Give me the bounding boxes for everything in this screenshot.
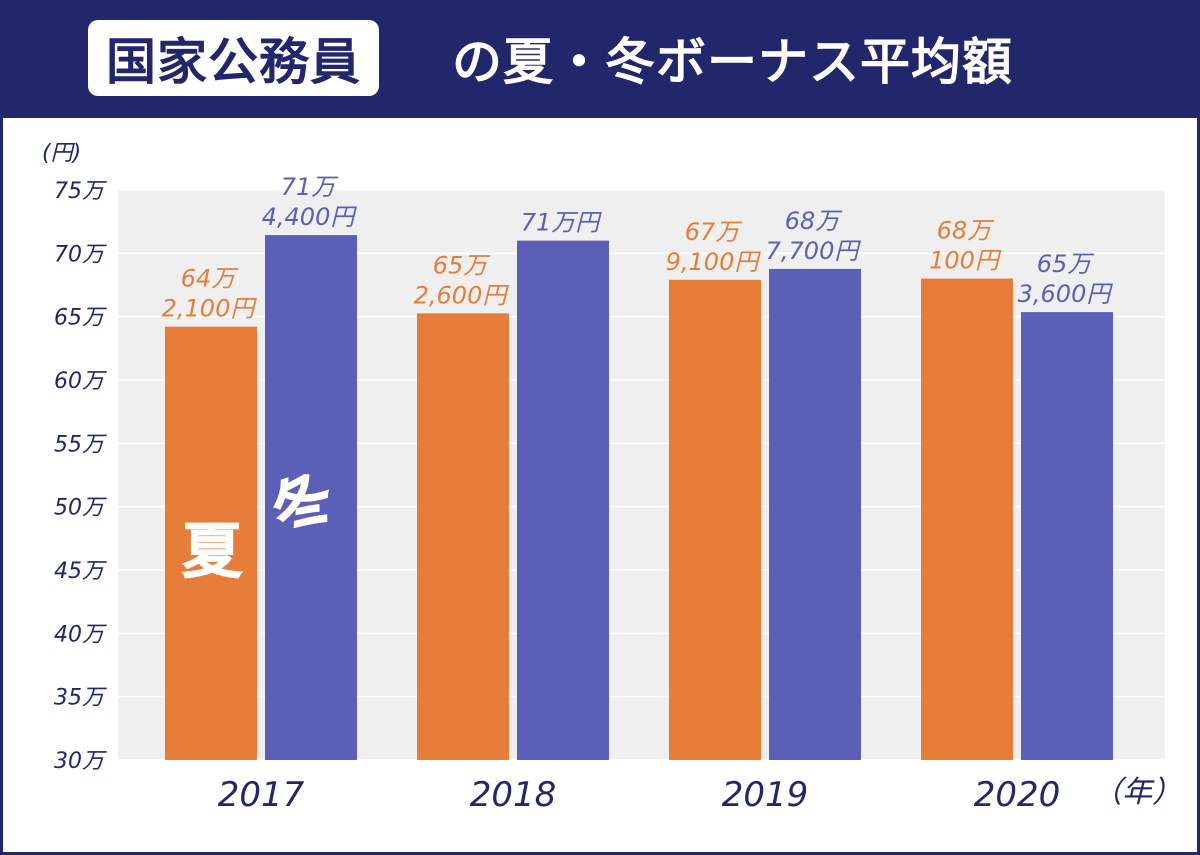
y-axis: 30万 35万 40万 45万 50万 55万 60万 65万 70万 75万 <box>54 179 107 774</box>
data-label-winter-2017: 4,400円 <box>262 203 358 231</box>
bar-winter-2019 <box>769 268 861 760</box>
bar-winter-2018 <box>517 240 609 760</box>
x-tick-label: 2020 <box>974 775 1061 815</box>
y-tick-label: 75万 <box>54 179 107 204</box>
y-tick-label: 70万 <box>54 242 107 267</box>
title-highlight: 国家公務員 <box>88 20 379 96</box>
y-tick-label: 65万 <box>54 306 107 331</box>
bar-summer-2017 <box>165 326 257 760</box>
data-label-summer-2017: 64万 <box>181 265 240 293</box>
bar-summer-2018 <box>417 313 509 760</box>
data-label-summer-2019: 67万 <box>685 218 744 246</box>
data-label-summer-2020: 68万 <box>937 217 996 245</box>
data-label-summer-2017: 2,100円 <box>162 295 258 323</box>
bar-winter-2017 <box>265 235 357 761</box>
data-label-summer-2018: 2,600円 <box>414 281 510 309</box>
bars <box>165 235 1113 761</box>
data-label-winter-2020: 65万 <box>1037 250 1096 278</box>
data-label-winter-2019: 68万 <box>785 207 844 235</box>
chart-header: 国家公務員 の夏・冬ボーナス平均額 <box>0 0 1200 118</box>
data-label-summer-2018: 65万 <box>433 251 492 279</box>
y-tick-label: 60万 <box>54 369 107 394</box>
y-tick-label: 50万 <box>54 496 107 521</box>
data-label-summer-2020: 100円 <box>929 247 1002 275</box>
data-label-winter-2019: 7,700円 <box>766 237 862 265</box>
x-tick-label: 2017 <box>218 775 305 815</box>
bar-summer-2019 <box>669 279 761 760</box>
y-tick-label: 35万 <box>54 686 107 711</box>
y-tick-label: 30万 <box>54 749 107 774</box>
x-tick-label: 2018 <box>470 775 557 815</box>
y-tick-label: 40万 <box>54 622 107 647</box>
x-axis: 2017 2018 2019 2020 <box>218 775 1061 815</box>
x-axis-unit: （年） <box>1092 775 1182 810</box>
title-rest: の夏・冬ボーナス平均額 <box>452 33 1013 91</box>
data-label-summer-2019: 9,100円 <box>666 248 762 276</box>
x-tick-label: 2019 <box>722 775 809 815</box>
bar-summer-2020 <box>921 278 1013 760</box>
series-mark-summer: 夏 <box>182 517 243 587</box>
y-tick-label: 45万 <box>54 559 107 584</box>
bar-winter-2020 <box>1021 312 1113 760</box>
data-label-winter-2018: 71万円 <box>521 209 603 237</box>
y-tick-label: 55万 <box>54 432 107 457</box>
data-label-winter-2020: 3,600円 <box>1018 280 1114 308</box>
y-axis-unit: (円) <box>42 141 81 166</box>
data-label-winter-2017: 71万 <box>281 173 340 201</box>
